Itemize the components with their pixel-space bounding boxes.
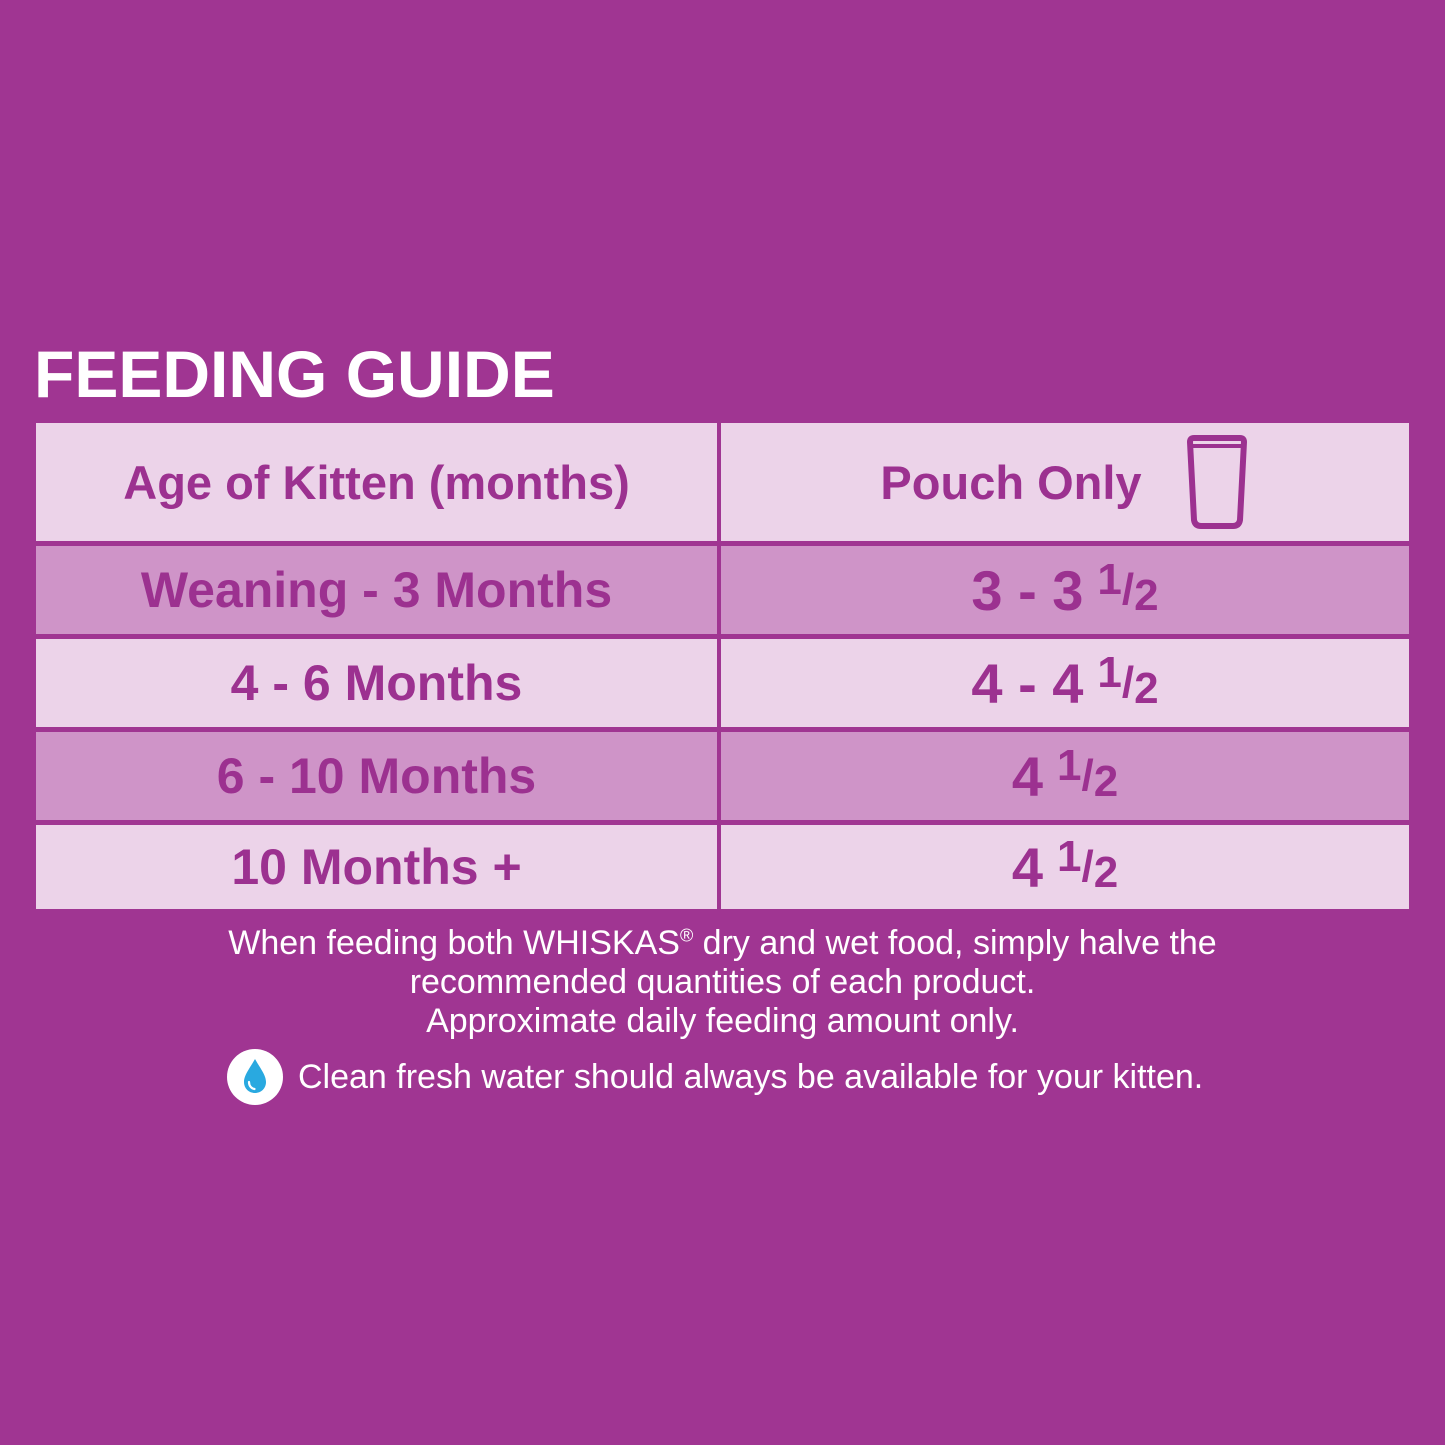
note-line-1-before: When feeding both WHISKAS [228,924,680,962]
age-cell: 4 - 6 Months [36,639,717,727]
header-amount-cell: Pouch Only [721,423,1409,541]
note-line-1: When feeding both WHISKAS® dry and wet f… [0,924,1445,963]
age-cell: 6 - 10 Months [36,732,717,820]
fraction-numerator: 1 [1056,832,1082,881]
fraction-denominator: 2 [1093,757,1119,806]
registered-mark: ® [679,925,694,946]
note-line-3: Approximate daily feeding amount only. [426,1002,1019,1040]
water-note: Clean fresh water should always be avail… [226,1048,1203,1106]
amount-fraction: 1/2 [1057,835,1118,895]
fraction-slash: / [1121,658,1135,707]
age-value: Weaning - 3 Months [140,562,613,618]
feeding-notes: When feeding both WHISKAS® dry and wet f… [0,924,1445,1041]
water-drop-icon [227,1049,283,1105]
fraction-denominator: 2 [1134,664,1159,713]
fraction-numerator: 1 [1097,648,1122,697]
age-cell: 10 Months + [36,825,717,909]
age-cell: Weaning - 3 Months [36,546,717,634]
fraction-denominator: 2 [1093,848,1119,897]
age-value: 4 - 6 Months [230,655,523,711]
age-value: 6 - 10 Months [216,748,537,804]
fraction-slash: / [1081,751,1094,800]
amount-cell: 4 - 4 1/2 [721,639,1409,727]
fraction-numerator: 1 [1056,741,1082,790]
amount-fraction: 1/2 [1097,558,1158,618]
amount-cell: 4 1/2 [721,732,1409,820]
amount-cell: 4 1/2 [721,825,1409,909]
page-title: FEEDING GUIDE [34,337,555,411]
amount-whole: 4 [1011,744,1043,808]
age-value: 10 Months + [231,839,522,895]
pouch-icon [1186,435,1247,529]
amount-whole: 4 - 4 [971,651,1084,715]
fraction-numerator: 1 [1097,555,1122,604]
amount-whole: 3 - 3 [971,558,1084,622]
amount-whole: 4 [1011,835,1043,899]
feeding-guide-table: Age of Kitten (months) Pouch Only Weanin… [36,423,1409,909]
fraction-slash: / [1121,565,1135,614]
amount-fraction: 1/2 [1057,744,1118,804]
fraction-denominator: 2 [1134,571,1159,620]
header-age-label: Age of Kitten (months) [123,455,630,509]
header-age-cell: Age of Kitten (months) [36,423,717,541]
note-line-2: recommended quantities of each product. [409,963,1036,1001]
water-text: Clean fresh water should always be avail… [298,1057,1204,1096]
header-amount-label: Pouch Only [880,455,1142,509]
note-line-1-after: dry and wet food, simply halve the [693,924,1217,962]
amount-cell: 3 - 3 1/2 [721,546,1409,634]
fraction-slash: / [1081,842,1094,891]
amount-fraction: 1/2 [1097,651,1158,711]
